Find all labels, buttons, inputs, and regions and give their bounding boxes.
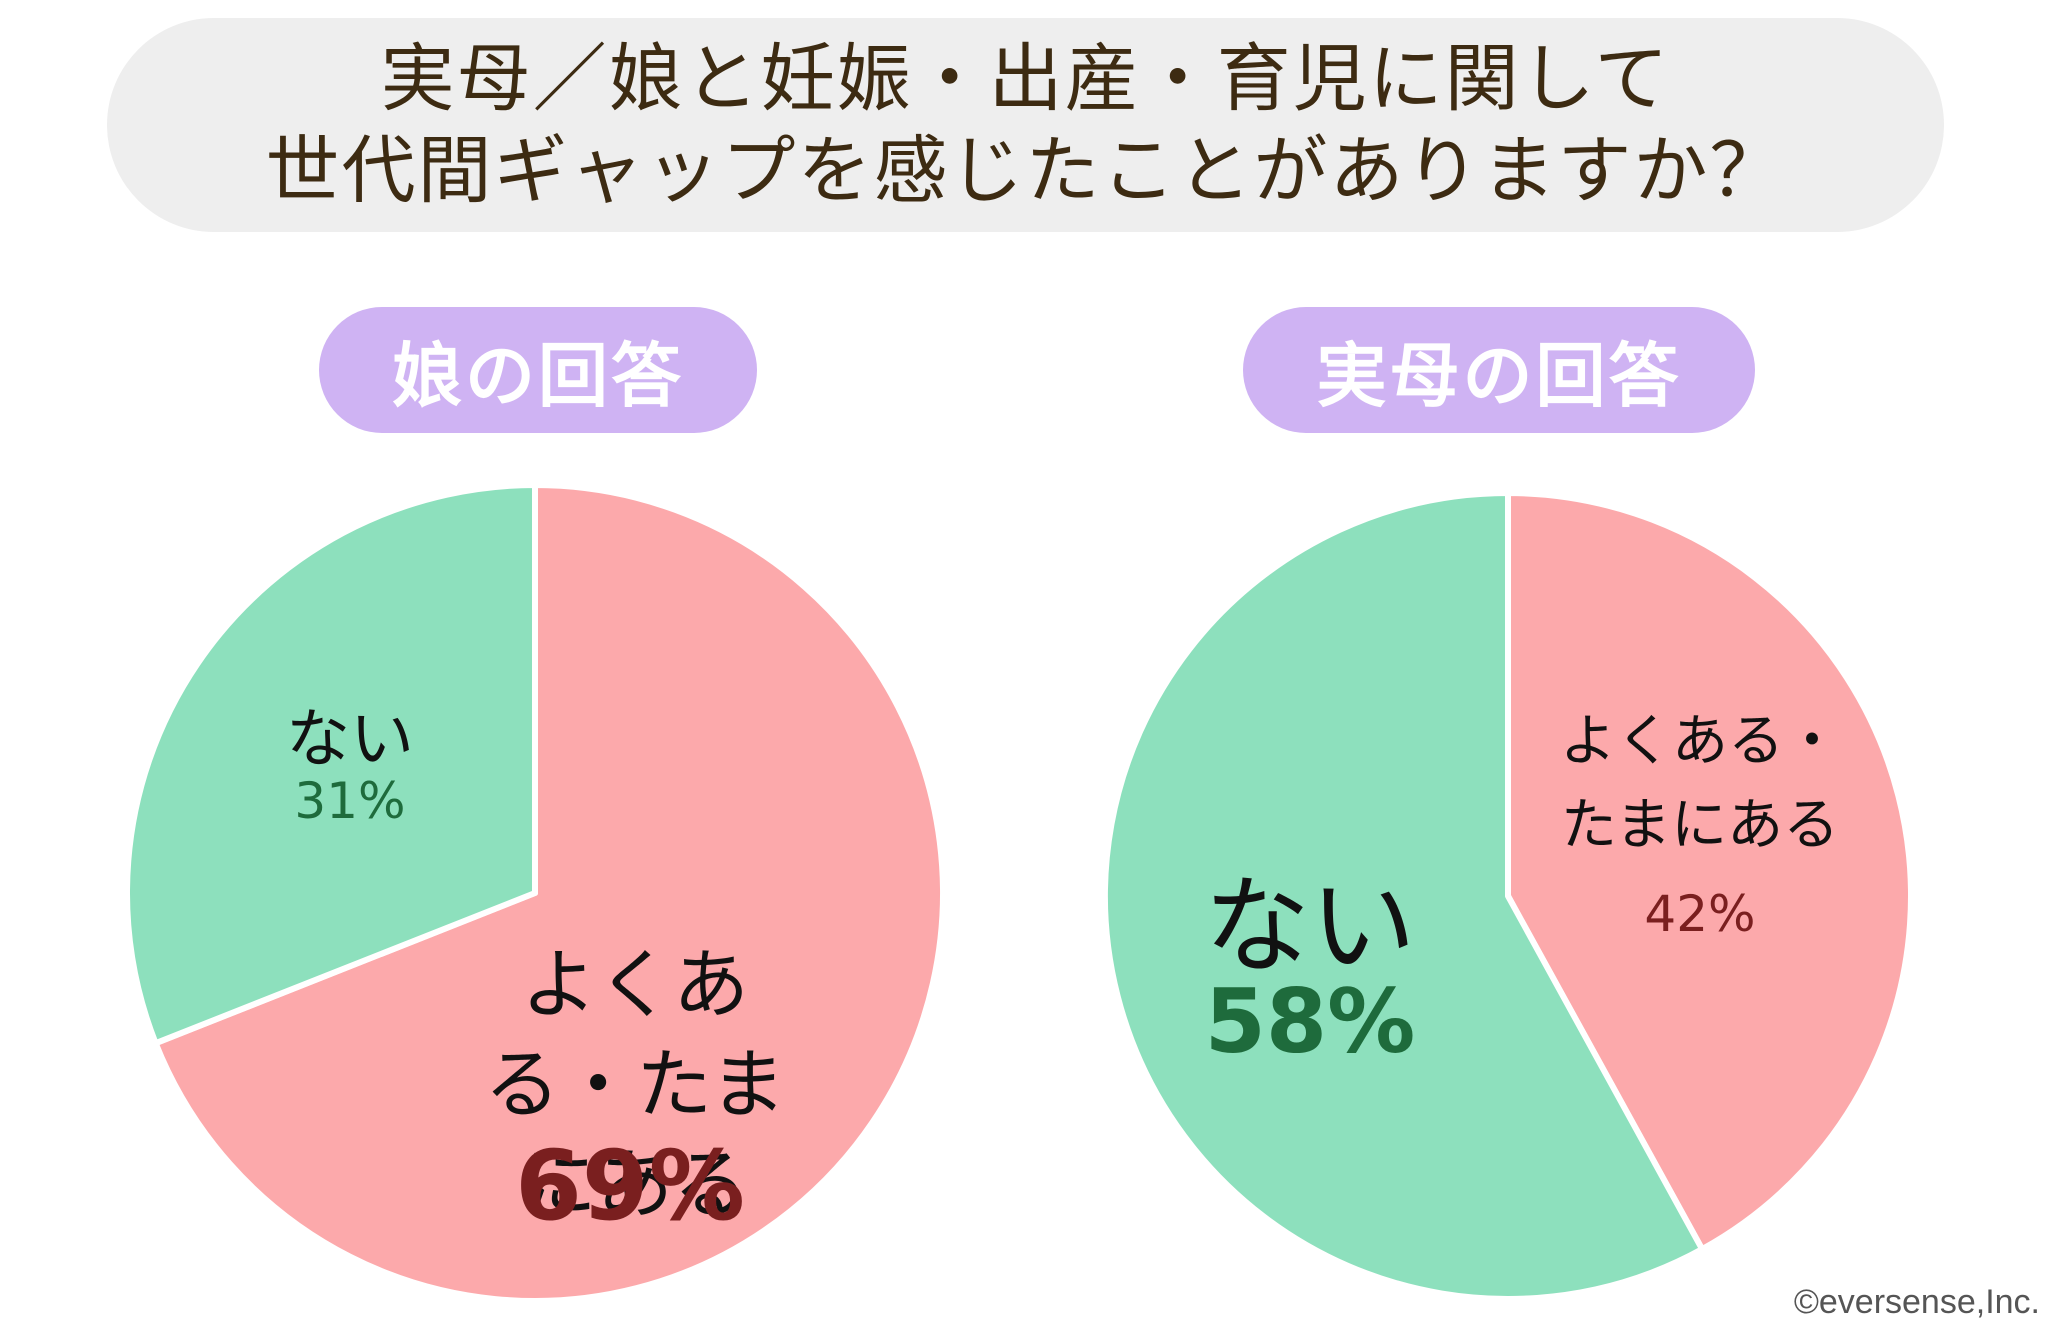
chart-title-line2: 世代間ギャップを感じたことがありますか？: [265, 128, 1786, 214]
daughter-pie-slice-1: [124, 482, 538, 1047]
daughter-pie-slice-0: [152, 482, 946, 1304]
mother-answer-header: 実母の回答: [1243, 307, 1755, 433]
chart-title-line1: 実母／娘と妊娠・出産・育児に関して: [380, 36, 1671, 122]
daughter-yes-label-text: よくある・たまにある: [484, 940, 786, 1229]
mother-nai-label: ない: [1204, 865, 1416, 988]
daughter-yes-label: よくある・たまにある: [400, 935, 870, 1235]
daughter-yes-value: 69%: [515, 1130, 745, 1242]
mother-nai-value: 58%: [1204, 970, 1416, 1073]
daughter-nai-value: 31%: [294, 772, 406, 830]
mother-yes-label-text: よくある・たまにある: [1560, 709, 1840, 858]
mother-pie-slice-1: [1102, 490, 1706, 1302]
daughter-answer-header: 娘の回答: [319, 307, 757, 433]
mother-yes-label: よくある・たまにある: [1530, 700, 1870, 868]
daughter-nai-label: ない: [286, 703, 414, 777]
mother-yes-value: 42%: [1644, 885, 1756, 943]
copyright-credit: ©eversense,Inc.: [1793, 1283, 2040, 1321]
chart-title-box: 実母／娘と妊娠・出産・育児に関して 世代間ギャップを感じたことがありますか？: [107, 18, 1944, 232]
mother-pie-slice-0: [1505, 490, 1914, 1253]
